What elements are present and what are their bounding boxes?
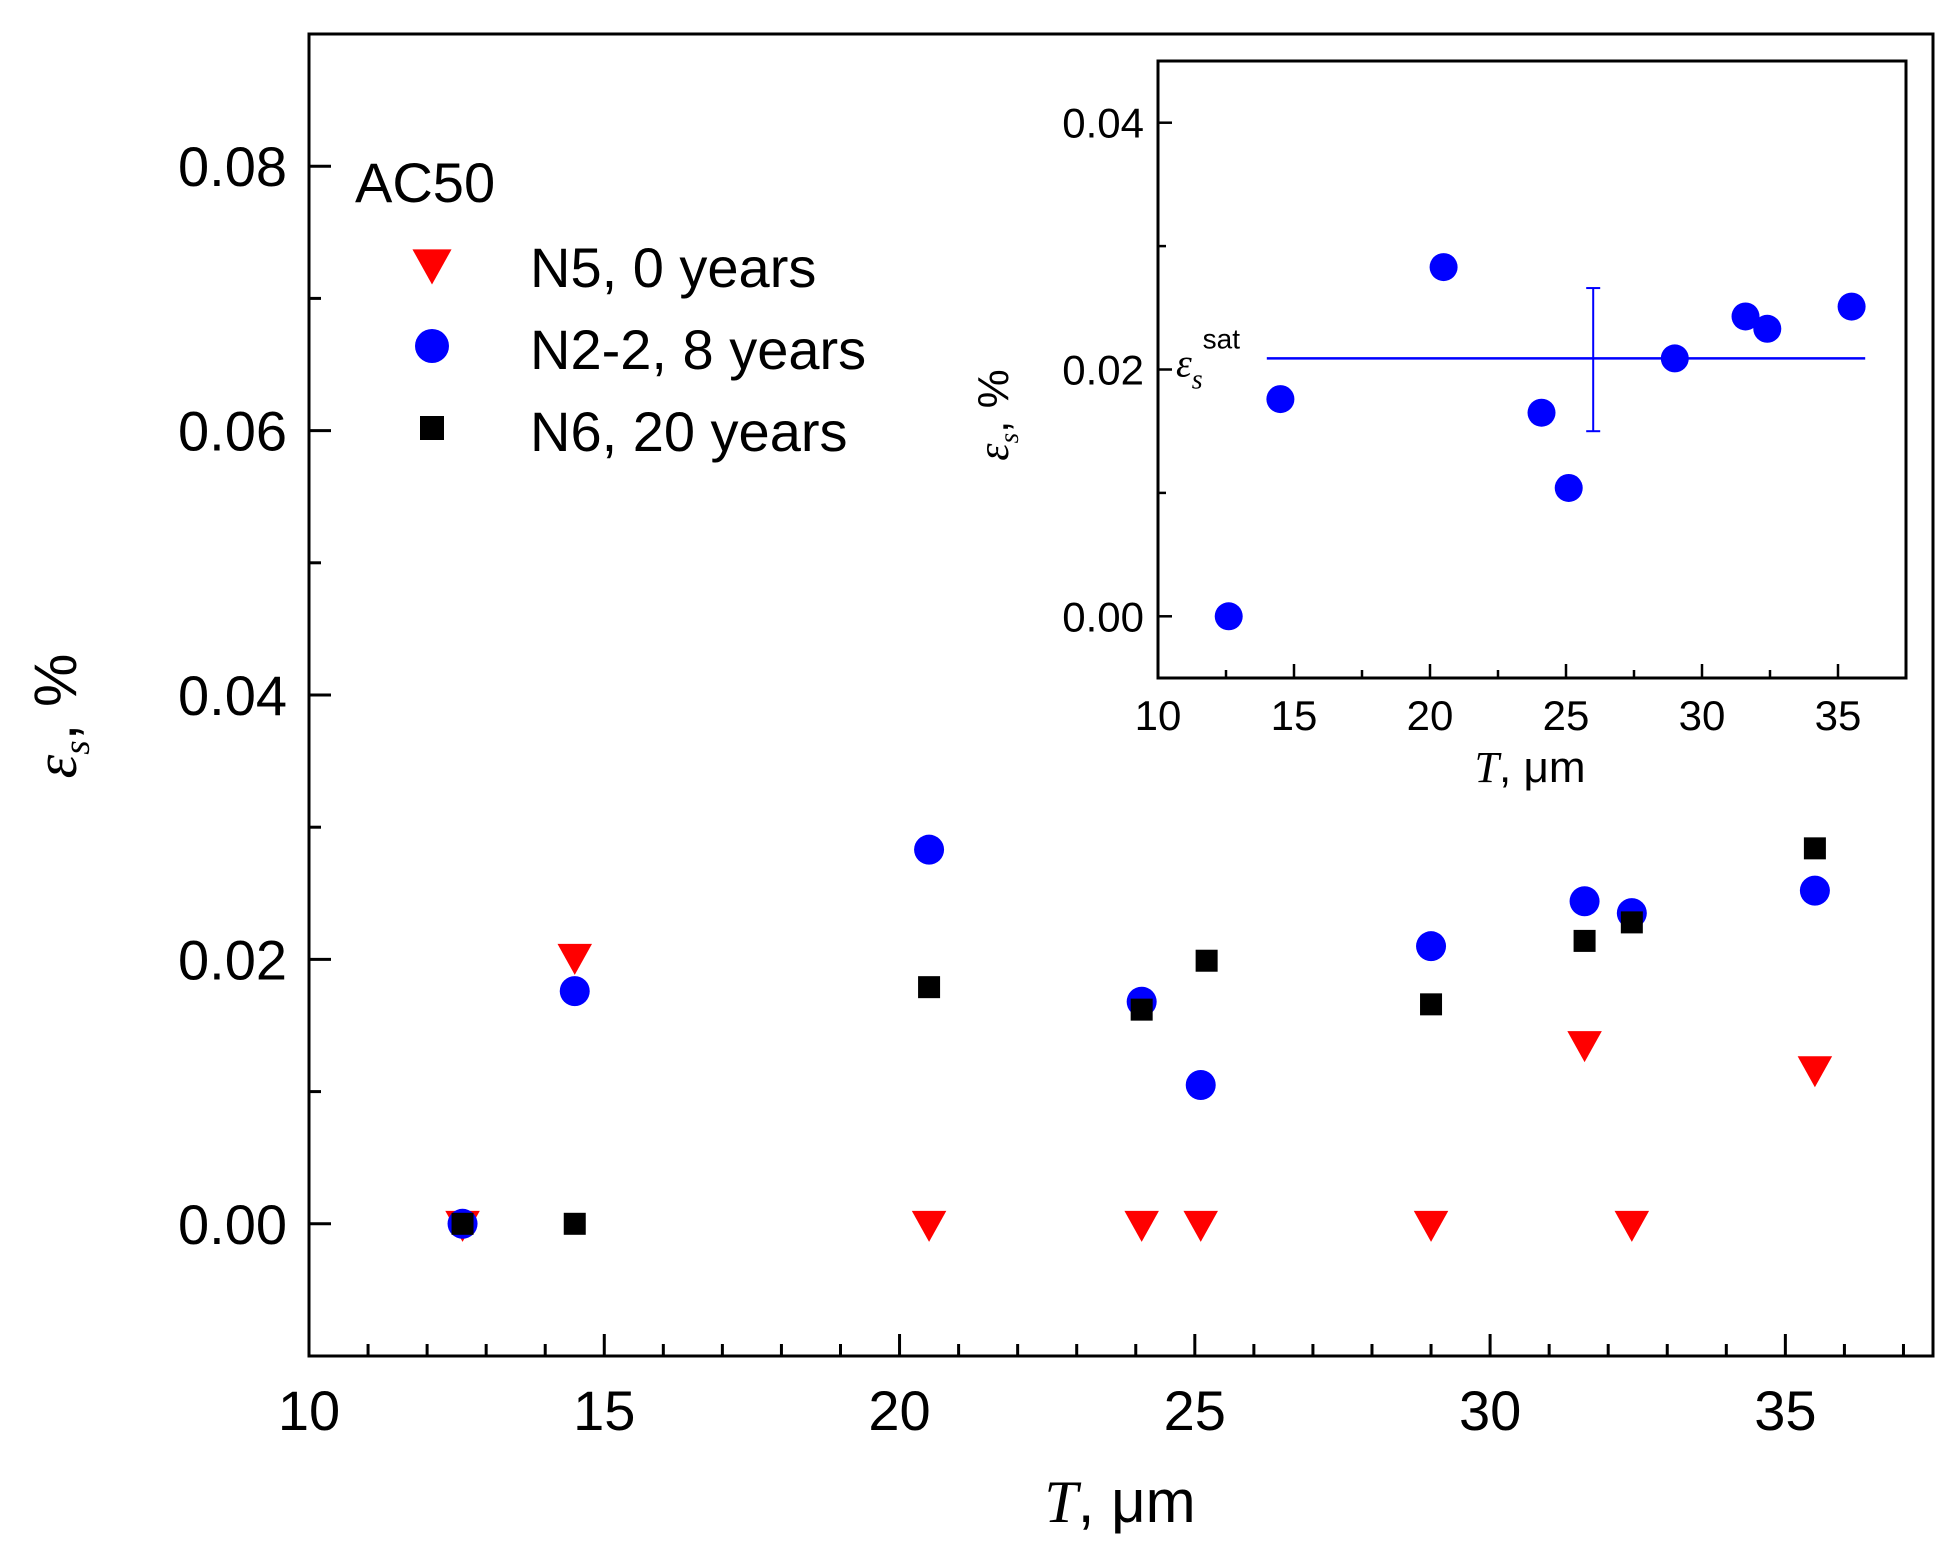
inset-y-tick-label: 0.02 <box>1062 347 1144 394</box>
saturation-label-symbol: ε <box>1176 340 1192 385</box>
y-tick-label: 0.02 <box>178 928 287 991</box>
inset-x-tick-label: 20 <box>1407 692 1454 739</box>
saturation-label: εssat <box>1176 323 1240 395</box>
y-axis-title-subscript: s <box>57 740 98 754</box>
inset-data-point <box>1214 602 1243 631</box>
inset-data-point <box>1554 473 1583 502</box>
inset-x-tick-label: 35 <box>1815 692 1862 739</box>
data-point <box>1803 837 1826 860</box>
y-axis-title-symbol: ε <box>23 754 89 778</box>
inset-y-tick-label: 0.00 <box>1062 593 1144 640</box>
inset-data-point <box>1429 253 1458 282</box>
data-point <box>911 1210 947 1242</box>
inset-x-axis-title-symbol: T <box>1475 743 1503 792</box>
inset-data-point <box>1660 344 1689 373</box>
x-axis-title-unit: , μm <box>1078 1468 1196 1535</box>
legend-label: N5, 0 years <box>530 236 816 299</box>
x-tick-label: 30 <box>1459 1379 1521 1442</box>
data-point <box>914 834 945 865</box>
data-point <box>918 976 941 999</box>
inset-x-tick-label: 25 <box>1543 692 1590 739</box>
legend-label: N2-2, 8 years <box>530 318 866 381</box>
main-axes: 10 15 20 25 30 350.000.020.040.060.08T, μmεs,… <box>22 32 1905 1535</box>
saturation-label-subscript: s <box>1192 364 1203 395</box>
legend: AC50 N5, 0 years N2-2, 8 years N6, 20 year… <box>355 151 866 463</box>
data-point <box>557 943 592 975</box>
inset-x-tick-label: 10 <box>1135 692 1182 739</box>
legend-marker <box>412 249 452 285</box>
data-point <box>1797 1056 1833 1088</box>
x-axis-title: T, μm <box>1044 1468 1195 1535</box>
data-point <box>1416 931 1447 962</box>
inset-data-point <box>1837 292 1866 321</box>
data-point <box>1195 949 1218 972</box>
x-tick-label: 20 <box>868 1379 930 1442</box>
data-point <box>1185 1069 1216 1100</box>
x-tick-label: 25 <box>1164 1379 1226 1442</box>
data-point <box>559 976 590 1007</box>
x-tick-label: 15 <box>573 1379 635 1442</box>
inset-frame <box>1156 59 1908 680</box>
data-point <box>1124 1210 1159 1242</box>
data-point <box>1183 1210 1218 1242</box>
inset-x-tick-label: 15 <box>1271 692 1318 739</box>
inset-marks: εssat <box>1176 253 1866 631</box>
main-marks <box>445 834 1833 1242</box>
data-point <box>1799 875 1830 906</box>
inset-data-point <box>1527 398 1556 427</box>
data-point <box>1567 1031 1602 1063</box>
data-point <box>1620 911 1643 934</box>
y-tick-label: 0.08 <box>178 135 287 198</box>
inset-y-tick-label: 0.04 <box>1062 100 1144 147</box>
inset-data-point <box>1753 314 1782 343</box>
data-point <box>563 1212 586 1235</box>
legend-title: AC50 <box>355 151 495 214</box>
inset-y-axis-title-unit: , % <box>969 369 1018 433</box>
inset-x-axis-title-unit: , μm <box>1499 743 1585 792</box>
data-point <box>1130 998 1153 1021</box>
y-axis-title: εs, % <box>22 654 98 779</box>
data-point <box>1573 929 1596 952</box>
y-tick-label: 0.00 <box>178 1193 287 1256</box>
legend-marker <box>415 329 449 363</box>
legend-label: N6, 20 years <box>530 400 848 463</box>
inset-y-axis-title: εs, % <box>969 369 1024 460</box>
inset-x-axis-title: T, μm <box>1475 743 1586 792</box>
data-point <box>1420 993 1443 1016</box>
inset-y-axis-title-subscript: s <box>994 433 1024 444</box>
x-axis-title-symbol: T <box>1044 1469 1081 1535</box>
inset-x-tick-label: 30 <box>1679 692 1726 739</box>
y-tick-label: 0.06 <box>178 400 287 463</box>
y-axis-title-unit: , % <box>22 654 89 741</box>
data-point <box>451 1212 474 1235</box>
data-point <box>1413 1210 1449 1242</box>
legend-marker <box>420 416 444 440</box>
inset-data-point <box>1731 302 1760 331</box>
inset-y-axis-title-symbol: ε <box>969 443 1018 461</box>
inset-data-point <box>1266 385 1295 414</box>
data-point <box>1614 1210 1650 1242</box>
data-point <box>1569 886 1600 917</box>
saturation-label-superscript: sat <box>1203 323 1241 354</box>
x-tick-label: 35 <box>1754 1379 1816 1442</box>
y-tick-label: 0.04 <box>178 664 287 727</box>
x-tick-label: 10 <box>278 1379 340 1442</box>
